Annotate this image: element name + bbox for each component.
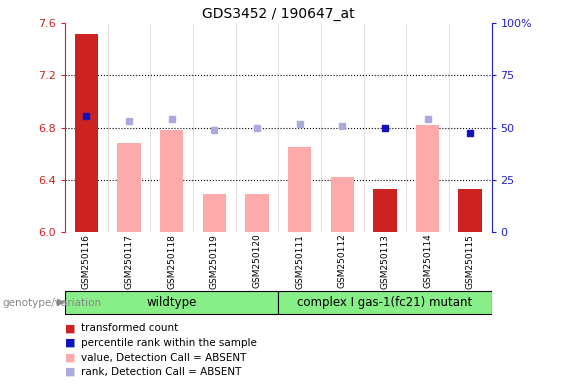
Bar [331, 177, 354, 232]
Bar [245, 194, 269, 232]
Text: GSM250112: GSM250112 [338, 234, 347, 288]
Text: ■: ■ [65, 323, 76, 333]
Text: GSM250111: GSM250111 [295, 234, 304, 288]
Title: GDS3452 / 190647_at: GDS3452 / 190647_at [202, 7, 355, 21]
Bar [416, 125, 440, 232]
Text: percentile rank within the sample: percentile rank within the sample [81, 338, 257, 348]
Text: transformed count: transformed count [81, 323, 178, 333]
Text: GSM250118: GSM250118 [167, 234, 176, 288]
Text: GSM250120: GSM250120 [253, 234, 262, 288]
Bar [202, 194, 226, 232]
Text: wildtype: wildtype [146, 296, 197, 309]
Bar [75, 33, 98, 232]
Bar [373, 189, 397, 232]
Bar [117, 143, 141, 232]
Text: value, Detection Call = ABSENT: value, Detection Call = ABSENT [81, 353, 246, 362]
Text: GSM250115: GSM250115 [466, 234, 475, 288]
FancyBboxPatch shape [279, 291, 492, 314]
FancyBboxPatch shape [65, 291, 279, 314]
Text: GSM250116: GSM250116 [82, 234, 91, 288]
Text: GSM250114: GSM250114 [423, 234, 432, 288]
Text: genotype/variation: genotype/variation [3, 298, 102, 308]
Bar [458, 189, 482, 232]
Bar [288, 147, 311, 232]
Text: ■: ■ [65, 367, 76, 377]
Bar [160, 130, 184, 232]
Text: ■: ■ [65, 353, 76, 362]
Text: rank, Detection Call = ABSENT: rank, Detection Call = ABSENT [81, 367, 241, 377]
Text: GSM250117: GSM250117 [124, 234, 133, 288]
Text: ■: ■ [65, 338, 76, 348]
Text: GSM250113: GSM250113 [380, 234, 389, 288]
Text: GSM250119: GSM250119 [210, 234, 219, 288]
Text: complex I gas-1(fc21) mutant: complex I gas-1(fc21) mutant [297, 296, 472, 309]
